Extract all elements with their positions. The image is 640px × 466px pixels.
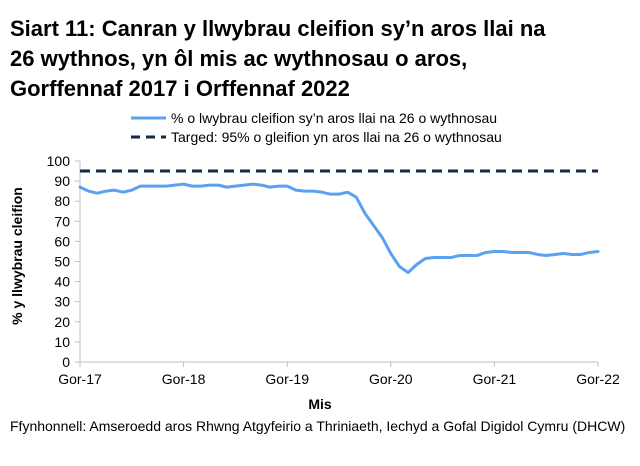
y-tick-label: 50 [54,254,70,270]
y-tick-label: 70 [54,213,70,229]
y-tick-label: 80 [54,193,70,209]
y-tick-label: 20 [54,314,70,330]
y-tick-label: 10 [54,334,70,350]
y-tick-label: 60 [54,233,70,249]
chart-title: Siart 11: Canran y llwybrau cleifion sy’… [10,14,630,104]
x-axis-label: Mis [308,396,332,412]
x-tick-label: Gor-19 [265,371,309,387]
legend-label-series: % o lwybrau cleifion sy’n aros llai na 2… [171,110,497,126]
source-note: Ffynhonnell: Amseroedd aros Rhwng Atgyfe… [10,418,626,434]
axes: 0 10 20 30 40 50 60 70 80 90 100 Gor-17 Gor-18 Gor-19… [47,153,620,387]
plot-area [78,169,600,275]
x-tick-label: Gor-18 [162,371,206,387]
x-tick-label: Gor-21 [473,371,517,387]
x-tick-label: Gor-20 [369,371,413,387]
y-tick-label: 40 [54,274,70,290]
x-tick-label: Gor-22 [576,371,620,387]
y-tick-label: 0 [62,354,70,370]
y-tick-label: 30 [54,294,70,310]
legend: % o lwybrau cleifion sy’n aros llai na 2… [131,110,502,145]
legend-label-target: Targed: 95% o gleifion yn aros llai na 2… [171,129,502,145]
title-line-1: Siart 11: Canran y llwybrau cleifion sy’… [10,16,546,41]
x-tick-label: Gor-17 [58,371,102,387]
series-line [78,182,600,275]
y-axis-label: % y llwybrau cleifion [9,187,25,325]
y-tick-label: 90 [54,173,70,189]
y-tick-label: 100 [47,153,71,169]
title-line-3: Gorffennaf 2017 i Orffennaf 2022 [10,76,350,101]
title-line-2: 26 wythnos, yn ôl mis ac wythnosau o aro… [10,46,468,71]
